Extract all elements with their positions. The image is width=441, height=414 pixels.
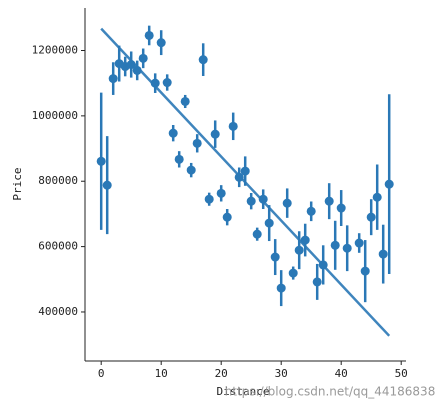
x-tick-label: 0	[98, 367, 105, 380]
point	[300, 235, 310, 245]
point	[96, 156, 106, 166]
point	[126, 60, 136, 70]
point	[150, 78, 160, 88]
point	[330, 240, 340, 250]
point	[354, 238, 364, 248]
point	[336, 203, 346, 213]
point	[276, 283, 286, 293]
point	[372, 192, 382, 202]
point	[384, 179, 394, 189]
point	[180, 96, 190, 106]
point	[216, 188, 226, 198]
y-tick-label: 1200000	[32, 43, 78, 56]
point	[210, 129, 220, 139]
x-tick-label: 40	[335, 367, 348, 380]
x-tick-label: 30	[275, 367, 288, 380]
point	[360, 266, 370, 276]
point	[366, 212, 376, 222]
point	[186, 165, 196, 175]
point	[132, 65, 142, 75]
point	[282, 198, 292, 208]
point	[378, 249, 388, 259]
x-axis-label: Distance	[217, 385, 270, 398]
point	[312, 277, 322, 287]
point	[222, 212, 232, 222]
x-tick-label: 50	[395, 367, 408, 380]
point	[252, 229, 262, 239]
x-tick-label: 10	[155, 367, 168, 380]
point	[342, 243, 352, 253]
point	[138, 53, 148, 63]
point	[162, 78, 172, 88]
point	[270, 252, 280, 262]
watermark: https://blog.csdn.net/qq_44186838	[225, 385, 436, 399]
point	[258, 194, 268, 204]
point	[318, 260, 328, 270]
y-tick-label: 1000000	[32, 109, 78, 122]
point	[264, 218, 274, 228]
point	[246, 196, 256, 206]
point	[324, 196, 334, 206]
point	[156, 38, 166, 48]
point	[228, 121, 238, 131]
y-tick-label: 800000	[38, 174, 78, 187]
point	[198, 55, 208, 65]
point	[306, 206, 316, 216]
x-tick-label: 20	[215, 367, 228, 380]
point	[174, 154, 184, 164]
point	[144, 30, 154, 40]
point	[102, 180, 112, 190]
point	[204, 194, 214, 204]
point	[108, 74, 118, 84]
y-tick-label: 400000	[38, 305, 78, 318]
point	[234, 172, 244, 182]
point	[168, 128, 178, 138]
point	[192, 138, 202, 148]
point	[288, 268, 298, 278]
y-axis-label: Price	[11, 167, 24, 200]
point	[240, 166, 250, 176]
y-tick-label: 600000	[38, 240, 78, 253]
point	[294, 245, 304, 255]
